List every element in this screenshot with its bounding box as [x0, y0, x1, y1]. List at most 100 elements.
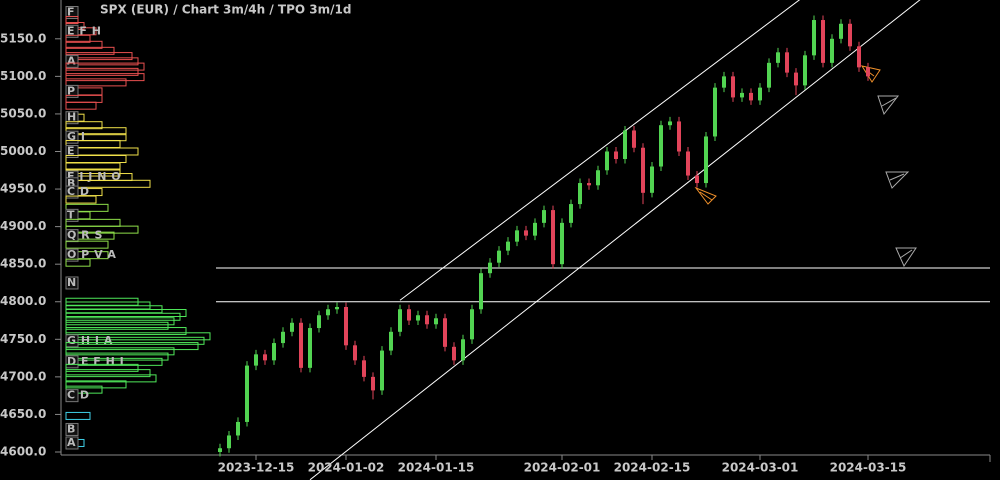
- tpo-label-box: [65, 185, 79, 199]
- tpo-label-box: [65, 422, 79, 436]
- tpo-label: C D: [67, 389, 90, 402]
- candle-body: [614, 151, 618, 160]
- tpo-row: [65, 62, 145, 71]
- candle-body: [785, 52, 789, 73]
- candle-body: [749, 92, 753, 101]
- tpo-label: G I: [67, 130, 85, 143]
- tpo-label-box: [65, 144, 79, 158]
- candle-body: [542, 210, 546, 223]
- tpo-label-box: [65, 24, 79, 38]
- candle-body: [317, 315, 321, 329]
- tpo-label: B: [67, 422, 76, 435]
- candle-body: [839, 23, 843, 39]
- arrow: [895, 247, 917, 268]
- tpo-row: [65, 162, 121, 171]
- candle-body: [218, 448, 222, 452]
- candle-body: [362, 360, 366, 377]
- trendline: [309, 0, 921, 480]
- tpo-row: [65, 240, 109, 249]
- tpo-label: A: [67, 54, 76, 67]
- candle-body: [335, 307, 339, 310]
- candle-body: [533, 222, 537, 236]
- candle-body: [236, 421, 240, 436]
- tpo-label-box: [65, 54, 79, 68]
- tpo-row: [65, 327, 187, 336]
- y-tick-label: 5150.0: [0, 31, 46, 45]
- tpo-row: [65, 101, 97, 110]
- y-tick-label: 4850.0: [0, 257, 46, 271]
- candle-body: [731, 76, 735, 98]
- candle-body: [677, 121, 681, 152]
- candle-body: [245, 365, 249, 422]
- x-tick-label: 2024-03-01: [722, 461, 799, 475]
- tpo-label: A: [67, 436, 76, 449]
- y-tick-label: 4600.0: [0, 444, 46, 458]
- candle-body: [389, 331, 393, 351]
- y-tick-label: 4750.0: [0, 332, 46, 346]
- tpo-row: [65, 374, 157, 383]
- candle-body: [650, 166, 654, 193]
- tpo-label: C D: [67, 185, 90, 198]
- tpo-label: H: [67, 111, 77, 124]
- candle-body: [461, 339, 465, 361]
- candle-body: [668, 121, 672, 126]
- candle-body: [497, 250, 501, 263]
- candle-body: [398, 309, 402, 332]
- candle-body: [605, 151, 609, 171]
- tpo-label: P: [67, 84, 76, 97]
- tpo-label: Q R S: [67, 229, 103, 242]
- candle-body: [695, 175, 699, 184]
- candle-body: [263, 354, 267, 361]
- tpo-row: [65, 16, 79, 25]
- y-tick-label: 4800.0: [0, 294, 46, 308]
- drawing-arrows: [694, 65, 917, 268]
- candle-body: [722, 76, 726, 88]
- candle-body: [380, 350, 384, 391]
- candle-body: [371, 376, 375, 391]
- tpo-row: [65, 347, 175, 356]
- tpo-label: D E F H I: [67, 355, 124, 368]
- y-tick-label: 4650.0: [0, 407, 46, 421]
- tpo-label: T: [67, 208, 75, 221]
- tpo-row: [65, 155, 127, 164]
- candle-body: [515, 230, 519, 242]
- candle-body: [578, 183, 582, 205]
- tpo-row: [65, 312, 181, 321]
- candle-body: [254, 354, 258, 366]
- tpo-label: G H I A: [67, 334, 113, 347]
- y-tick-label: 4950.0: [0, 182, 46, 196]
- candle-body: [641, 147, 645, 193]
- tpo-label: E I J N O: [67, 170, 121, 183]
- x-tick-label: 2024-03-15: [830, 461, 907, 475]
- tpo-row: [65, 46, 115, 55]
- tpo-label: E F H: [67, 24, 101, 37]
- tpo-label: F: [67, 6, 75, 19]
- candle-body: [407, 309, 411, 321]
- candle-body: [479, 273, 483, 310]
- x-tick-label: 2024-01-15: [398, 461, 475, 475]
- candle-body: [758, 87, 762, 101]
- candle-body: [434, 318, 438, 325]
- arrow: [694, 186, 717, 205]
- candle-body: [326, 309, 330, 316]
- candle-body: [623, 130, 627, 160]
- tpo-label-box: [65, 276, 79, 290]
- x-tick-label: 2024-02-01: [524, 461, 601, 475]
- candle-body: [686, 151, 690, 176]
- tpo-row: [65, 40, 103, 49]
- tpo-row: [65, 195, 97, 204]
- candle-body: [524, 230, 528, 236]
- tpo-row: [65, 139, 121, 148]
- candle-body: [740, 92, 744, 98]
- candle-body: [416, 315, 420, 321]
- tpo-label: B: [67, 177, 76, 190]
- tpo-label-box: [65, 208, 79, 222]
- chart-title: SPX (EUR) / Chart 3m/4h / TPO 3m/1d: [100, 3, 351, 17]
- tpo-label-box: [65, 389, 79, 403]
- x-tick-label: 2024-01-02: [308, 461, 385, 475]
- candle-body: [470, 309, 474, 340]
- candle-body: [281, 331, 285, 344]
- candle-body: [299, 322, 303, 368]
- tpo-row: [65, 411, 91, 420]
